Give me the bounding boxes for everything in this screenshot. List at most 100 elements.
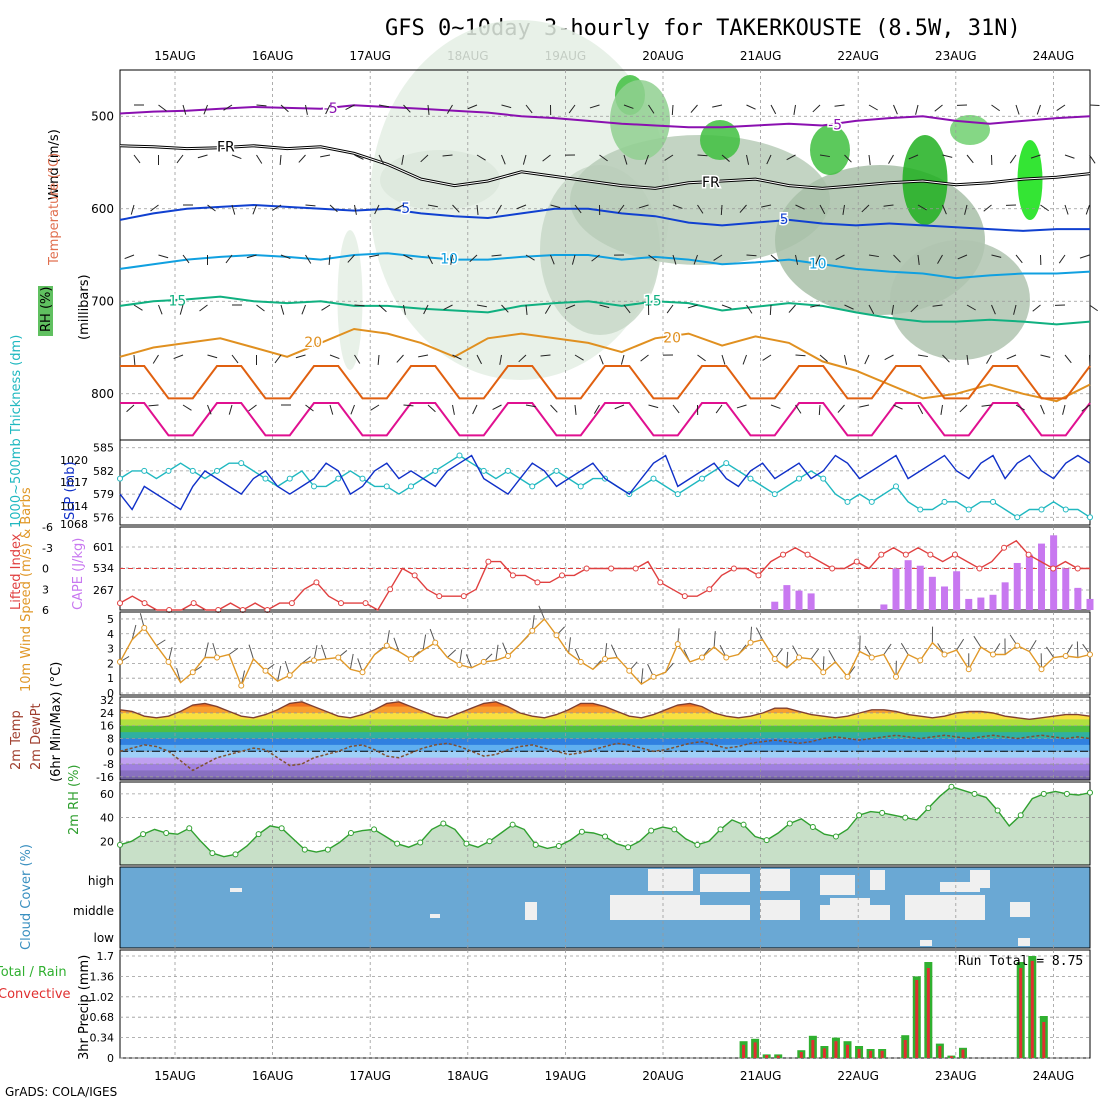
thickness-line-pt <box>674 491 681 498</box>
wind-barb <box>864 354 870 365</box>
lifted-index-line-pt <box>976 565 983 572</box>
precip-ytick-1.02: 1.02 <box>90 991 115 1004</box>
wind-barb <box>256 154 263 164</box>
cloud-ytick-high: high <box>88 874 114 888</box>
rh-line-pt <box>1087 789 1093 796</box>
wind-barb <box>403 304 406 315</box>
wind-barb <box>295 354 306 359</box>
cloud-patch-14 <box>820 905 890 920</box>
wind-barb <box>788 304 796 313</box>
precip-axis-labels: Total / Rain Convective 3hr Precip (mm) <box>0 955 92 1060</box>
lifted-index-line-pt <box>485 558 492 565</box>
wind-barb <box>1030 154 1041 159</box>
isotherm-warm-0 <box>120 365 1091 400</box>
wind-barb <box>720 204 723 216</box>
lifted-index-line-pt <box>853 558 860 565</box>
cloud-patch-8 <box>650 905 750 920</box>
wind-ytick-0: 0 <box>107 687 114 700</box>
surface-barb <box>228 647 239 655</box>
wind-barb <box>476 304 487 308</box>
wind-barb <box>712 104 723 108</box>
cloud-patch-3 <box>820 875 855 895</box>
temperature-axis-label: Temperature (°C) <box>47 153 62 266</box>
wind-barb <box>491 254 502 257</box>
wind-barb <box>715 404 723 414</box>
wind-barb <box>1040 204 1049 212</box>
wind-speed-line-pt <box>480 658 487 665</box>
cape-bar <box>1062 568 1070 610</box>
wind-ytick-5: 5 <box>107 613 114 626</box>
wind-speed-line-pt <box>529 627 536 634</box>
wind-barb <box>298 154 306 163</box>
surface-barb <box>447 649 457 658</box>
wind-barb <box>158 104 167 112</box>
rh-ytick-20: 20 <box>100 835 114 848</box>
rh-line-pt <box>602 833 608 840</box>
wind-barb <box>472 404 478 415</box>
rh-line-pt <box>786 820 793 827</box>
temp-band-7 <box>120 744 1090 752</box>
lifted-index-line-pt <box>338 600 345 607</box>
temp-ytick-8: 8 <box>107 733 114 746</box>
wind-barb <box>378 304 387 313</box>
wind-barb <box>182 404 192 411</box>
top-date-20AUG: 20AUG <box>642 49 684 63</box>
li-ytick--3: -3 <box>42 542 53 555</box>
lifted-index-line-pt <box>1074 565 1081 572</box>
surface-barb <box>495 644 499 661</box>
surface-barb <box>156 639 166 647</box>
wind-barb <box>623 154 628 165</box>
wind-barb <box>1015 404 1025 411</box>
wind-barb <box>124 254 135 260</box>
wind-speed-line-pt <box>553 632 560 639</box>
wind-barb <box>1015 104 1020 115</box>
cloud-patch-12 <box>1010 902 1030 917</box>
lifted-index-line-pt <box>878 551 885 558</box>
wind-barb <box>687 304 698 309</box>
wind-barb <box>844 304 854 310</box>
rh-line-pt <box>555 843 562 850</box>
precip-conv-bar <box>765 1055 769 1058</box>
wind-speed-line-pt <box>990 651 996 658</box>
cape-bar <box>1001 582 1009 610</box>
wind-barb <box>891 304 894 315</box>
wind-barb <box>964 204 968 215</box>
cloud-ytick-low: low <box>94 931 115 945</box>
wind-barb <box>766 154 772 165</box>
surface-barb <box>131 624 137 640</box>
slp-ytick-1068: 1068 <box>60 518 88 531</box>
slp-ytick-1020: 1020 <box>60 454 88 467</box>
rh-shade-5 <box>380 150 500 210</box>
wind-barb <box>795 254 799 265</box>
wind-barb <box>427 404 436 413</box>
wind-barb <box>762 354 772 361</box>
wind-barb <box>328 254 331 266</box>
thickness-line-pt <box>771 491 778 498</box>
isotherm-label-20-1: 20 <box>663 330 681 346</box>
wind-barb <box>329 404 334 415</box>
wind-barb <box>274 354 282 364</box>
thickness-line-pt <box>1014 514 1021 521</box>
precip-conv-bar <box>811 1040 815 1058</box>
wind-barb <box>868 254 879 258</box>
surface-barb <box>538 605 545 620</box>
wind-barb <box>469 254 478 263</box>
isotherm-label-10-0: 10 <box>440 252 458 268</box>
wind-speed-line-pt <box>383 642 390 649</box>
footer-credit: GrADS: COLA/IGES <box>5 1085 117 1099</box>
thickness-line-pt <box>1038 506 1045 513</box>
rh-line-pt <box>578 828 585 835</box>
surface-barb <box>786 651 789 668</box>
wind-barb <box>369 254 380 258</box>
surface-barb <box>301 656 311 664</box>
wind-speed-line-pt <box>674 641 681 648</box>
wind-barb <box>786 154 796 161</box>
lifted-index-line-pt <box>706 586 713 593</box>
wind-barb <box>746 154 750 165</box>
wind-speed-line-pt <box>577 658 584 665</box>
wind-speed-line-pt <box>723 654 730 661</box>
isotherm-10 <box>119 252 1091 280</box>
li-ytick-0: 0 <box>42 563 49 576</box>
wind-speed-line-pt <box>117 658 123 665</box>
wind-barb <box>908 154 919 160</box>
